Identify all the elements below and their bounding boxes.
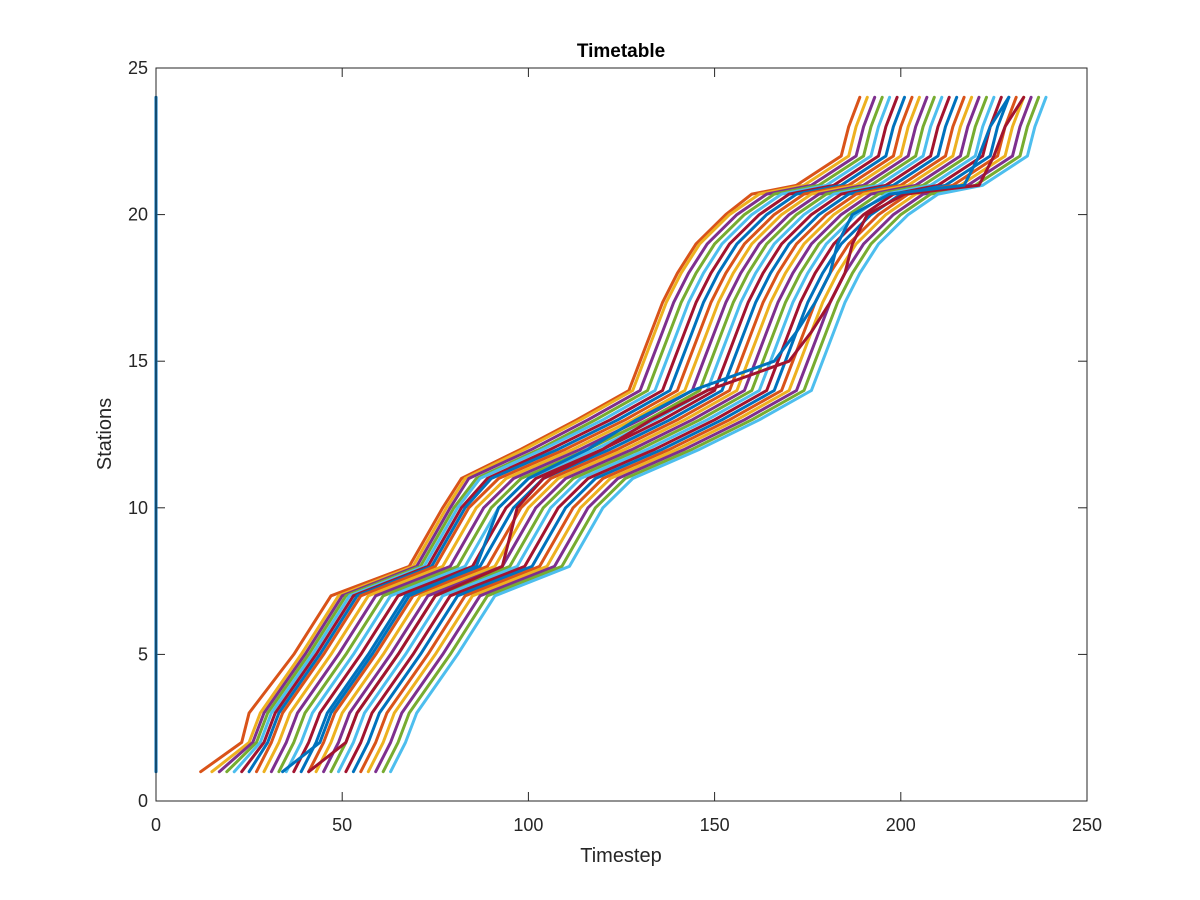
x-tick-label: 250 [1072, 815, 1102, 835]
plot-frame [155, 67, 1088, 802]
series-line-27 [389, 95, 1048, 774]
series-line-29 [281, 95, 1011, 774]
x-tick-label: 50 [332, 815, 352, 835]
axis-ticks: 0 50 100 150 200 250 0 5 10 15 20 25 [128, 58, 1102, 835]
x-tick-label: 200 [886, 815, 916, 835]
y-axis-label: Stations [94, 398, 116, 470]
x-tick-label: 0 [151, 815, 161, 835]
x-tick-label: 100 [513, 815, 543, 835]
chart-title: Timetable [577, 41, 665, 62]
y-tick-label: 10 [128, 498, 148, 518]
y-tick-label: 25 [128, 58, 148, 78]
y-tick-label: 15 [128, 351, 148, 371]
x-axis-label: Timestep [580, 845, 662, 867]
x-tick-label: 150 [700, 815, 730, 835]
y-tick-label: 5 [138, 644, 148, 664]
series-line-28 [307, 95, 1026, 774]
y-tick-label: 20 [128, 205, 148, 225]
y-tick-label: 0 [138, 791, 148, 811]
